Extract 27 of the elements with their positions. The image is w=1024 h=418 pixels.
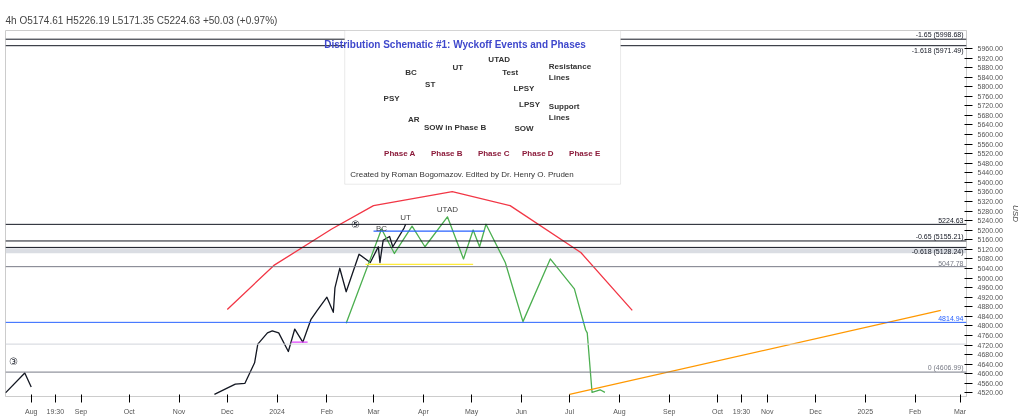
annotation: AR: [407, 115, 420, 125]
annotation: UTAD: [488, 55, 511, 65]
annotation: Distribution Schematic #1: Wyckoff Events and Phases: [324, 38, 587, 50]
annotation: Test: [502, 67, 519, 77]
annotation: SOW: [514, 124, 535, 134]
annotation: LPSY: [513, 84, 536, 94]
annotation: Phase D: [522, 148, 554, 158]
annotation: PSY: [383, 93, 401, 103]
annotation: UT: [400, 213, 412, 223]
annotation: Phase A: [384, 148, 416, 158]
annotation: ST: [425, 79, 436, 89]
annotation: Created by Roman Bogomazov. Edited by Dr. Henry O. Pruden: [350, 170, 574, 180]
annotation: Phase E: [569, 148, 601, 158]
annotation: UTAD: [436, 204, 459, 214]
y-axis-title: USD: [1010, 205, 1020, 223]
annotation: Resistance Lines: [548, 62, 592, 82]
annotation: Phase C: [477, 148, 510, 158]
annotation: Support Lines: [548, 102, 580, 122]
annotation: UT: [452, 62, 464, 72]
annotation: SOW in Phase B: [423, 122, 487, 132]
chart-title: 4h O5174.61 H5226.19 L5171.35 C5224.63 +50.03 (+0.97%): [5, 14, 278, 26]
annotation: ③: [8, 356, 18, 368]
annotation: Phase B: [431, 148, 463, 158]
annotation: BC: [405, 67, 417, 77]
annotation: LPSY: [519, 99, 541, 109]
line-series: [226, 191, 633, 312]
line-series: [345, 216, 606, 394]
